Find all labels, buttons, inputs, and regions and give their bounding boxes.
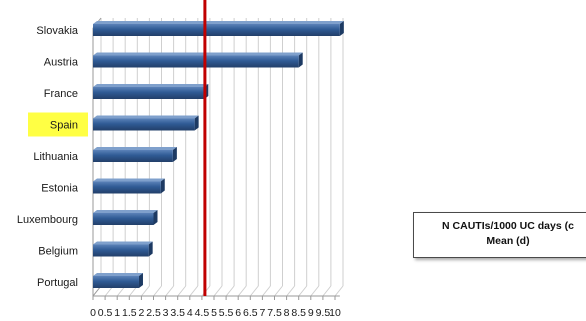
bar-top-face <box>93 84 209 87</box>
bar-austria <box>93 52 303 68</box>
gridline-floor <box>249 285 259 297</box>
bar-front-face <box>93 55 299 68</box>
bar-front-face <box>93 276 139 288</box>
x-tick-label: 1.5 <box>122 307 137 319</box>
category-label-estonia: Estonia <box>41 183 79 195</box>
category-labels: Slovakia Austria France Spain Lithuania Eston… <box>17 25 79 289</box>
bar-side-face <box>153 210 158 225</box>
x-tick-label: 4.5 <box>195 307 210 319</box>
gridline-floor <box>286 285 295 297</box>
bar-side-face <box>148 241 153 257</box>
bar-portugal <box>93 273 143 288</box>
gridline-floor <box>322 285 332 297</box>
category-label-slovakia: Slovakia <box>36 25 78 37</box>
category-label-lithuania: Lithuania <box>33 151 79 163</box>
x-tick-label: 2 <box>138 307 144 319</box>
x-tick-label: 4 <box>187 307 193 319</box>
x-tick-label: 6.5 <box>243 307 258 319</box>
bar-side-face <box>298 52 303 68</box>
bar-front-face <box>93 24 340 36</box>
bar-slovakia <box>93 21 344 36</box>
bar-side-face <box>172 147 177 162</box>
x-tick-label: 7 <box>259 307 265 319</box>
category-label-luxembourg: Luxembourg <box>17 214 78 226</box>
bar-estonia <box>93 178 165 194</box>
gridline-floor <box>141 285 150 297</box>
gridline-floor <box>237 285 247 297</box>
x-tick-label: 0.5 <box>98 307 113 319</box>
bar-front-face <box>93 213 154 225</box>
category-highlights <box>28 112 88 137</box>
bar-top-face <box>93 147 177 150</box>
x-tick-labels: 0 0.5 1 1.5 2 2.5 3 3.5 4 4.5 5 5.5 6 6.5 7 7.5 8 8.5 9 9.5… <box>90 307 341 319</box>
bar-top-face <box>93 52 303 56</box>
gridline-floor <box>310 285 320 297</box>
gridline-floor <box>262 285 271 297</box>
bar-top-face <box>93 21 344 24</box>
bar-front-face <box>93 118 195 131</box>
x-tick-label: 3.5 <box>170 307 185 319</box>
gridline-floor <box>225 285 235 297</box>
bar-front-face <box>93 244 149 257</box>
category-label-austria: Austria <box>44 57 79 69</box>
x-tick-label: 7.5 <box>267 307 282 319</box>
gridline-floor <box>153 285 162 297</box>
annotation-line-1: N CAUTIs/1000 UC days (c <box>442 220 574 232</box>
bar-side-face <box>160 178 165 194</box>
highlight-spain <box>28 112 88 137</box>
category-label-portugal: Portugal <box>37 277 78 289</box>
x-tick-label: 3 <box>163 307 169 319</box>
bar-front-face <box>93 181 161 194</box>
gridline-floor <box>177 285 187 297</box>
bar-side-face <box>138 273 143 288</box>
bar-top-face <box>93 210 158 213</box>
category-label-spain: Spain <box>50 120 78 132</box>
x-tick-label: 2.5 <box>146 307 161 319</box>
annotation-line-2: Mean (d) <box>486 235 530 247</box>
bar-top-face <box>93 115 199 119</box>
bar-side-face <box>339 21 344 36</box>
x-tick-label: 5 <box>211 307 217 319</box>
bar-france <box>93 84 209 99</box>
bar-front-face <box>93 150 173 162</box>
x-tick-label: 9 <box>308 307 314 319</box>
bar-spain <box>93 115 199 131</box>
gridline-floor <box>213 285 223 297</box>
category-label-belgium: Belgium <box>38 246 78 258</box>
bar-luxembourg <box>93 210 158 225</box>
x-tick-label: 10 <box>329 307 341 319</box>
annotation-box: N CAUTIs/1000 UC days (c Mean (d) <box>413 212 586 258</box>
bar-belgium <box>93 241 153 257</box>
bar-front-face <box>93 87 205 99</box>
x-tick-label: 6 <box>235 307 241 319</box>
category-label-france: France <box>44 88 78 100</box>
x-tick-label: 8.5 <box>291 307 306 319</box>
x-tick-label: 8 <box>284 307 290 319</box>
x-tick-label: 5.5 <box>219 307 234 319</box>
bar-side-face <box>194 115 199 131</box>
bar-top-face <box>93 241 153 245</box>
x-tick-label: 1 <box>114 307 120 319</box>
x-tick-label: 9.5 <box>316 307 331 319</box>
bars <box>93 21 344 288</box>
bar-top-face <box>93 178 165 182</box>
bar-lithuania <box>93 147 177 162</box>
x-tick-label: 0 <box>90 307 96 319</box>
gridline-floor <box>165 285 174 297</box>
gridline-floor <box>189 285 199 297</box>
gridline-floor <box>298 285 308 297</box>
gridline-floor <box>274 285 283 297</box>
bar-top-face <box>93 273 143 276</box>
gridline-floor <box>334 285 344 297</box>
